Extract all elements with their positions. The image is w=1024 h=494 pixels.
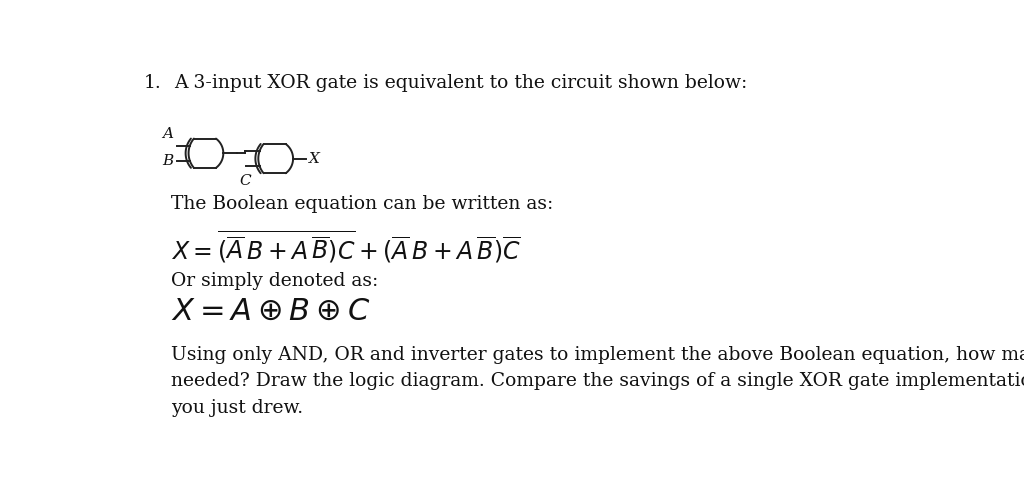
Text: A: A xyxy=(163,127,173,141)
Text: $X = \overline{(\overline{A}\,B + A\,\overline{B})C} + (\overline{A}\,B + A\,\ov: $X = \overline{(\overline{A}\,B + A\,\ov… xyxy=(171,228,520,265)
Text: A 3-input XOR gate is equivalent to the circuit shown below:: A 3-input XOR gate is equivalent to the … xyxy=(174,74,748,92)
Text: 1.: 1. xyxy=(143,74,161,92)
Text: The Boolean equation can be written as:: The Boolean equation can be written as: xyxy=(171,195,553,213)
Text: B: B xyxy=(162,154,173,168)
Text: Using only AND, OR and inverter gates to implement the above Boolean equation, h: Using only AND, OR and inverter gates to… xyxy=(171,346,1024,416)
Text: X: X xyxy=(309,152,321,165)
Text: C: C xyxy=(239,173,251,188)
Text: $X = A \oplus B \oplus C$: $X = A \oplus B \oplus C$ xyxy=(171,297,370,326)
Text: Or simply denoted as:: Or simply denoted as: xyxy=(171,272,378,290)
